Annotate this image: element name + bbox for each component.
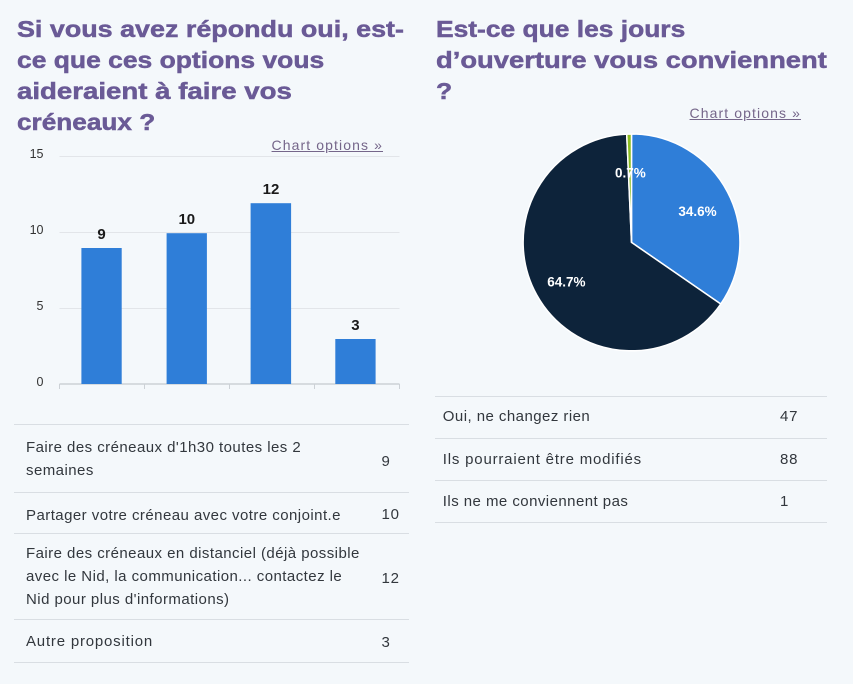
svg-text:10: 10 [30, 223, 44, 237]
svg-text:15: 15 [30, 147, 44, 161]
svg-text:10: 10 [178, 211, 195, 228]
svg-text:0.7%: 0.7% [615, 165, 646, 180]
svg-text:64.7%: 64.7% [547, 275, 585, 290]
svg-text:3: 3 [351, 317, 359, 334]
svg-text:12: 12 [263, 181, 280, 198]
svg-text:0: 0 [37, 375, 44, 389]
svg-text:5: 5 [37, 299, 44, 313]
svg-text:9: 9 [97, 226, 105, 243]
svg-text:34.6%: 34.6% [678, 204, 716, 219]
